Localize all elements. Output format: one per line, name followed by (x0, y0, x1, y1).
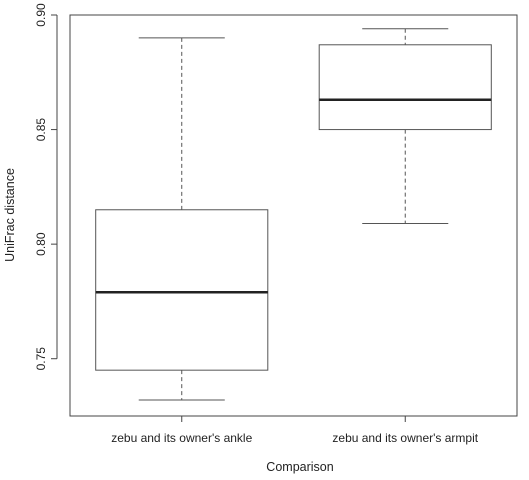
y-tick-label: 0.75 (34, 347, 48, 371)
x-axis-title: Comparison (266, 460, 333, 474)
box-series (95, 28, 492, 401)
y-tick-label: 0.85 (34, 118, 48, 142)
iqr-box (318, 44, 492, 131)
axis-labels: Comparison UniFrac distance (3, 168, 334, 474)
axes: 0.75 0.80 0.85 0.90 zebu and its owner's ank… (34, 3, 518, 445)
x-tick-label: zebu and its owner's armpit (332, 431, 478, 445)
y-tick-label: 0.80 (34, 232, 48, 256)
y-axis-title: UniFrac distance (3, 168, 17, 262)
y-tick-label: 0.90 (34, 3, 48, 27)
box-group (318, 28, 492, 225)
box-group (95, 37, 269, 401)
x-tick-label: zebu and its owner's ankle (111, 431, 252, 445)
iqr-box (95, 209, 269, 371)
